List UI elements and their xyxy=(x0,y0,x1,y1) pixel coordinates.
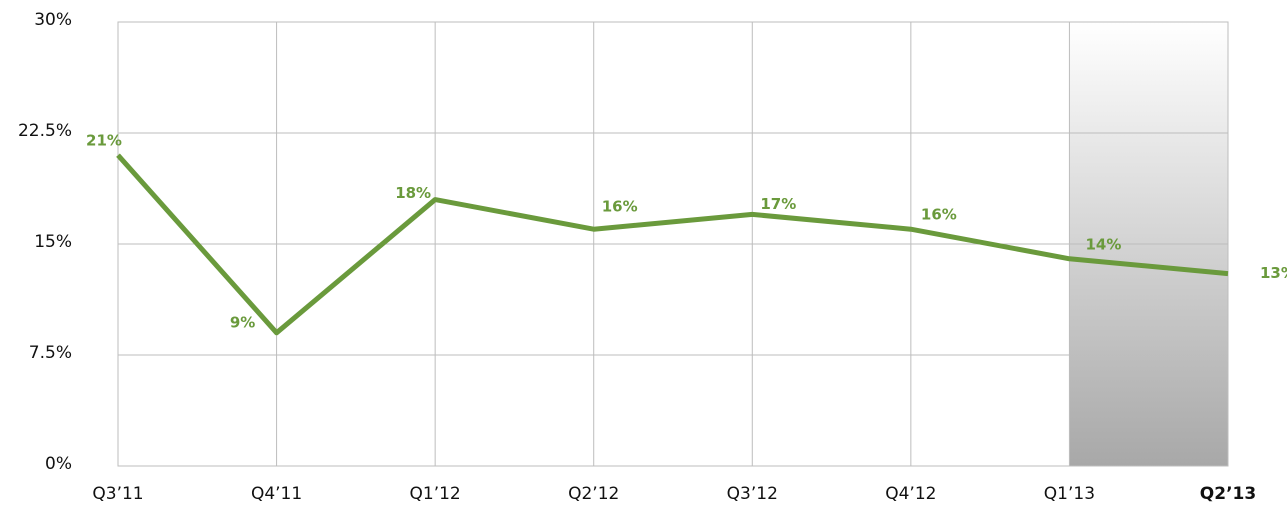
data-line xyxy=(116,153,1229,336)
data-label: 21% xyxy=(86,132,122,150)
x-tick-label: Q4’11 xyxy=(251,484,302,504)
y-tick-label: 15% xyxy=(34,232,72,252)
data-label: 16% xyxy=(602,198,638,216)
y-tick-label: 22.5% xyxy=(18,121,72,141)
y-tick-label: 30% xyxy=(34,10,72,30)
data-label: 17% xyxy=(760,195,796,213)
x-tick-label: Q2’13 xyxy=(1200,484,1256,504)
x-tick-label: Q3’11 xyxy=(92,484,143,504)
data-label: 14% xyxy=(1085,235,1121,253)
x-tick-label: Q1’13 xyxy=(1044,484,1095,504)
x-tick-label: Q4’12 xyxy=(885,484,936,504)
x-tick-label: Q1’12 xyxy=(410,484,461,504)
x-tick-label: Q3’12 xyxy=(727,484,778,504)
data-label: 9% xyxy=(230,313,255,331)
data-label: 18% xyxy=(395,184,431,202)
x-tick-label: Q2’12 xyxy=(568,484,619,504)
data-label: 16% xyxy=(921,206,957,224)
data-label: 13% xyxy=(1260,264,1287,282)
y-tick-label: 0% xyxy=(45,454,72,474)
y-tick-label: 7.5% xyxy=(29,343,72,363)
